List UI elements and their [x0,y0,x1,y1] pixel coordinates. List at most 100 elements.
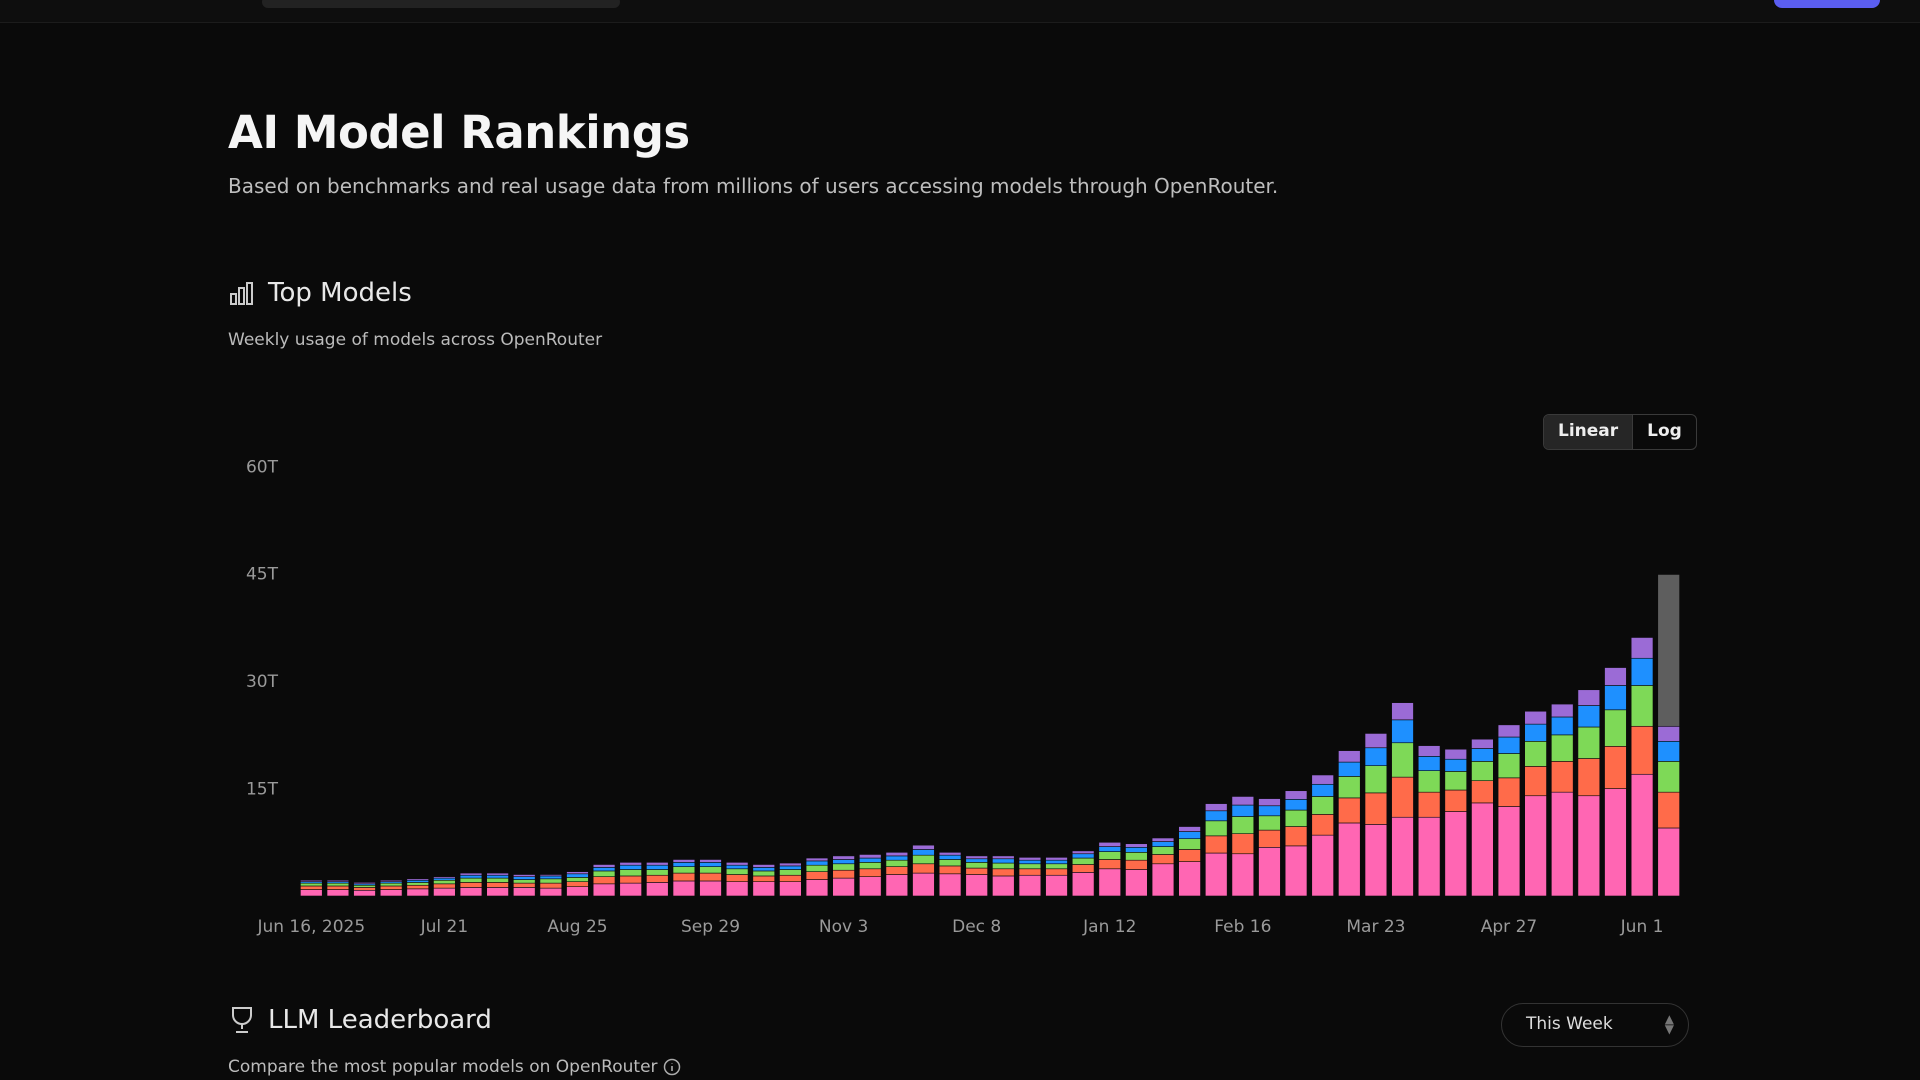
bar-segment [1018,859,1042,865]
bar-segment [1630,725,1654,775]
bar-segment [1151,863,1175,897]
bar-segment [513,876,536,880]
bar-segment [1098,859,1121,870]
bar-segment [1524,766,1547,797]
x-tick-label: Nov 3 [819,917,868,937]
period-select[interactable]: This Week ▲ ▼ [1501,1003,1689,1047]
bar-segment [1391,816,1414,897]
x-tick-label: Jul 21 [420,917,469,937]
bar-segment [646,862,669,866]
bar-segment [326,882,350,887]
bar-segment [1391,742,1414,778]
bar-segment [1497,806,1521,897]
bar-segment [885,874,909,897]
bar-segment [1018,857,1042,861]
x-tick-label: Dec 8 [952,917,1001,937]
bar-segment [1391,776,1414,818]
bar-segment [1604,667,1627,686]
bar-segment [725,881,749,897]
bar-segment [1364,733,1388,749]
info-icon[interactable] [663,1058,681,1076]
nav-button[interactable] [1774,0,1880,8]
bar-segment [406,878,429,881]
bar-segment [1045,874,1068,897]
bar-segment [1444,758,1467,772]
bar-segment [646,864,669,870]
bar-segment [300,885,323,890]
bar-segment [379,882,403,887]
y-tick-label: 45T [246,565,279,585]
bar-segment [1417,756,1441,771]
section-header: LLM Leaderboard [228,1005,492,1035]
bar-segment [1630,637,1654,659]
bar-segment [459,877,483,883]
bar-segment [1471,802,1494,897]
bar-segment [1444,748,1467,760]
bar-segment [1071,850,1095,855]
bar-segment [406,884,429,890]
bar-segment [1311,783,1334,797]
bar-segment [992,875,1015,897]
search-box[interactable] [262,0,620,8]
y-tick-label: 15T [246,780,279,800]
linear-button[interactable]: Linear [1544,415,1634,449]
bar-segment [805,879,829,897]
bar-segment [486,887,509,897]
bar-segment [832,863,855,871]
x-tick-label: Feb 16 [1214,917,1271,937]
x-tick-label: Jan 12 [1082,917,1136,937]
bar-segment [1231,816,1255,834]
bar-segment [1125,869,1148,897]
bar-segment [1311,774,1334,785]
bar-segment [300,882,323,887]
bar-segment [1364,792,1388,825]
bar-segment [1178,849,1201,862]
bar-segment [699,866,722,874]
bar-segment [619,875,642,884]
bar-segment [805,864,829,872]
bar-segment [1630,685,1654,727]
bar-segment [1338,797,1361,824]
bar-segment [1098,841,1121,847]
log-button[interactable]: Log [1647,421,1682,441]
bar-segment [486,877,509,883]
bar-segment [1604,709,1627,747]
bar-segment [1417,770,1441,793]
bar-segment [885,852,909,857]
bar-segment [965,862,988,869]
bar-segment [1178,861,1201,897]
bar-segment [832,877,855,897]
bar-segment [1311,814,1334,836]
bar-segment [779,865,802,870]
bar-segment [406,879,429,883]
bar-segment [672,880,696,897]
bar-segment [1657,761,1680,793]
bar-segment [1125,859,1148,870]
bar-segment [832,869,855,879]
bar-segment [513,874,536,877]
bar-segment [1391,702,1414,721]
bar-segment [646,869,669,876]
bar-segment [486,872,509,876]
bar-segment [326,885,350,890]
bar-segment [912,849,935,856]
bar-segment [539,878,563,884]
bar-segment [1577,705,1601,728]
bar-segment [1577,689,1601,706]
leaderboard-subtitle: Compare the most popular models on OpenR… [228,1057,658,1077]
section-title: Top Models [268,278,412,308]
bar-segment [1657,827,1680,897]
chart: 15T 30T 45T 60T Jun 16, 2025 Jul 21 Aug 25 Sep … [246,457,1680,937]
bar-segment [1098,851,1121,860]
bar-segment [725,874,749,882]
scale-toggle: Linear Log [1543,414,1697,450]
bar-segment [752,867,775,872]
bar-segment [406,882,429,886]
bar-segment [1205,810,1228,822]
bar-segment [752,875,775,882]
bar-segment [1471,780,1494,804]
bar-segment [699,880,722,897]
bar-segment [592,883,616,897]
bar-segment [965,867,988,875]
bar-segment [353,889,376,897]
